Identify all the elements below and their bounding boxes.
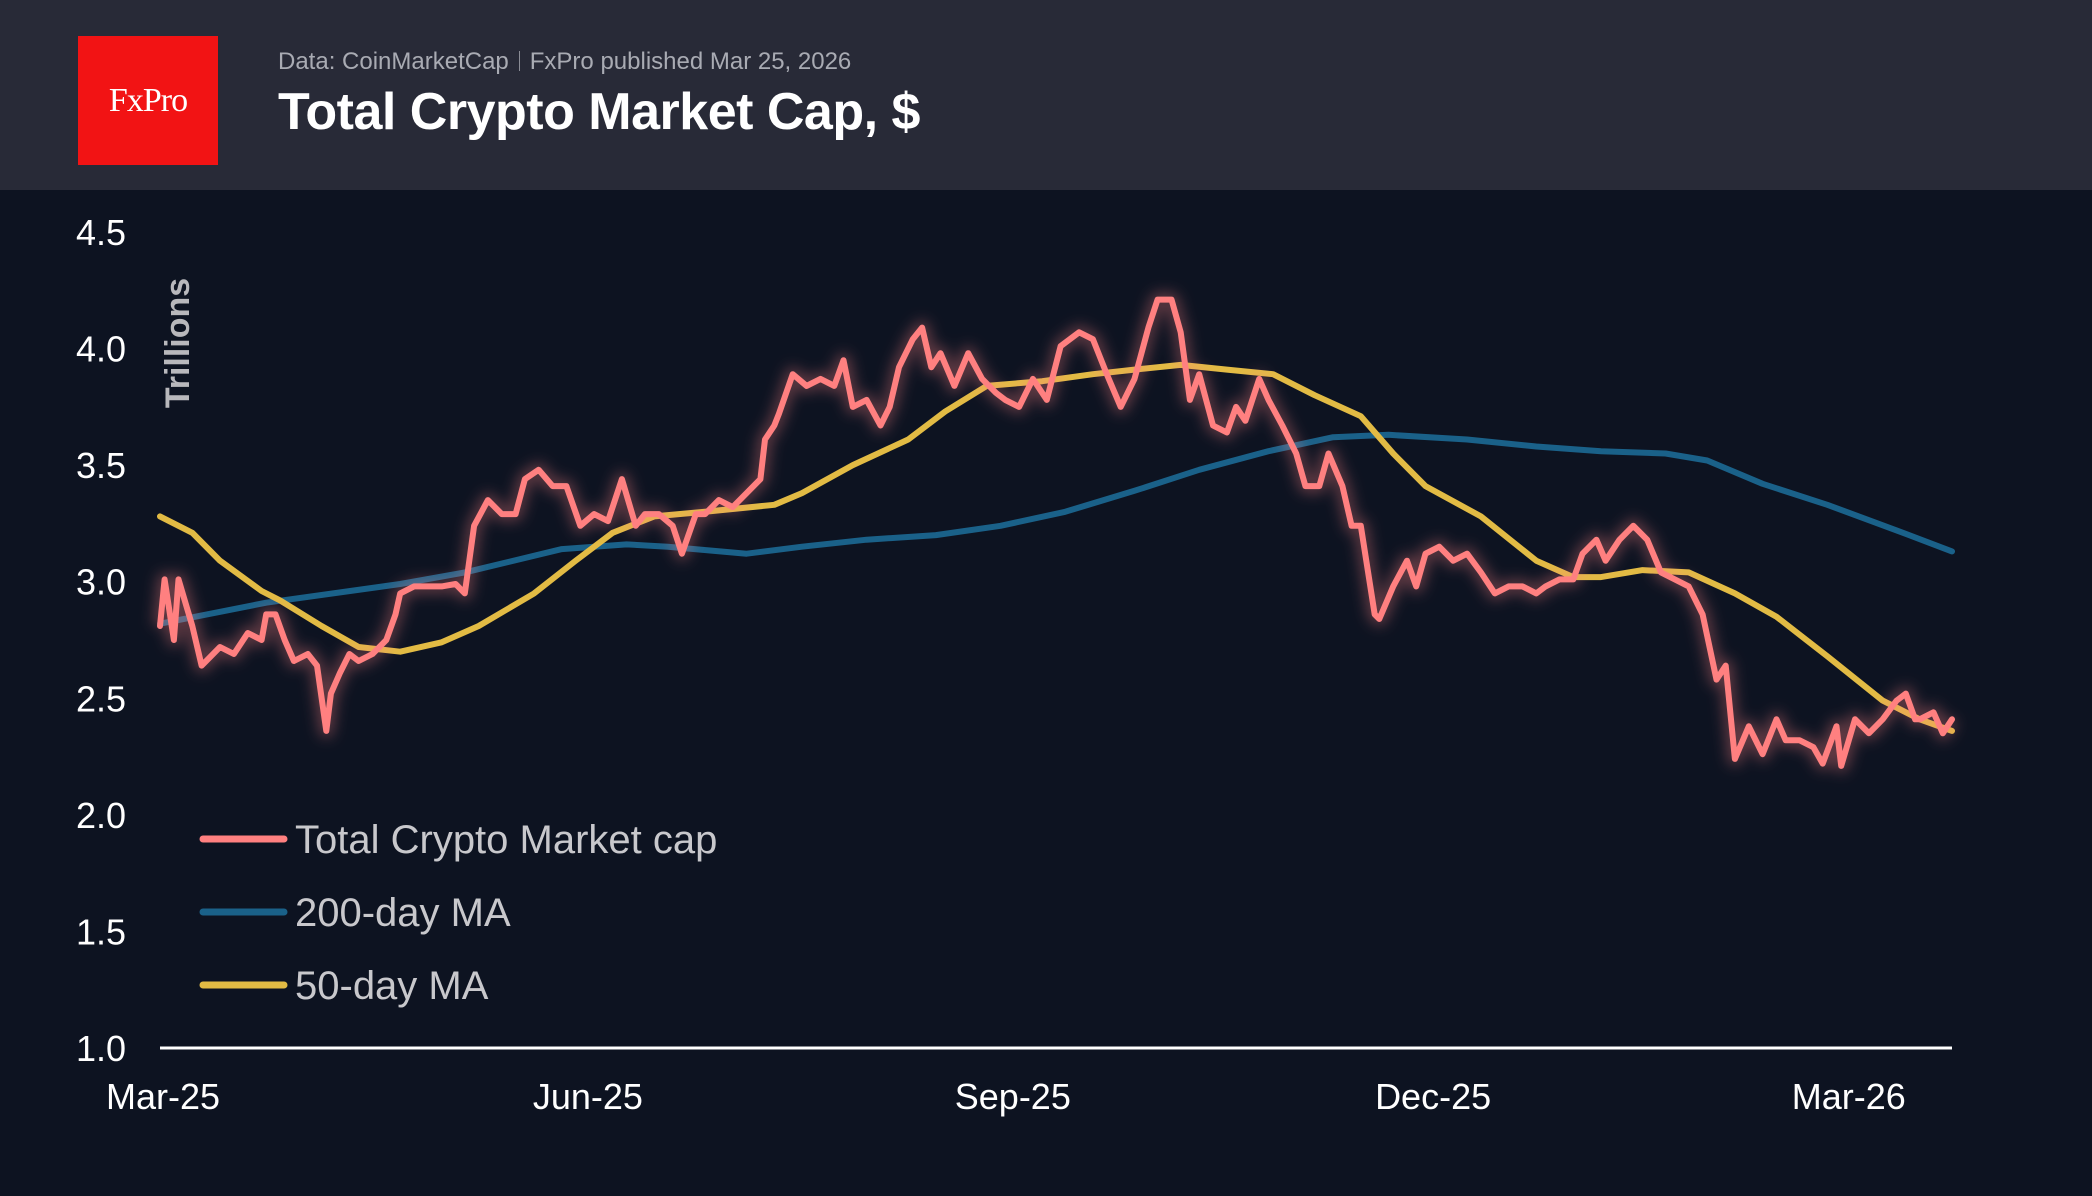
y-tick-label: 4.5 (76, 212, 126, 253)
logo-text: FxPro (108, 81, 188, 119)
x-tick-label: Sep-25 (955, 1076, 1071, 1117)
x-tick-label: Jun-25 (533, 1076, 643, 1117)
y-tick-label: 4.0 (76, 329, 126, 370)
fxpro-logo: FxPro (78, 36, 218, 165)
legend-label: 200-day MA (295, 891, 511, 935)
y-tick-label: 1.5 (76, 911, 126, 952)
header: FxPro Data: CoinMarketCap FxPro published… (0, 0, 2092, 190)
legend: Total Crypto Market cap 200-day MA 50-day … (199, 818, 717, 1008)
x-tick-label: Mar-25 (106, 1076, 220, 1117)
y-axis-label: Trillions (159, 278, 197, 408)
y-tick-label: 3.5 (76, 445, 126, 486)
subtitle: Data: CoinMarketCap FxPro published Mar 2… (278, 48, 851, 76)
legend-label: 50-day MA (295, 964, 489, 1008)
x-tick-label: Dec-25 (1375, 1076, 1491, 1117)
y-tick-label: 2.5 (76, 678, 126, 719)
legend-label: Total Crypto Market cap (295, 818, 717, 862)
data-source: Data: CoinMarketCap (278, 48, 509, 75)
y-tick-label: 2.0 (76, 795, 126, 836)
chart-title: Total Crypto Market Cap, $ (278, 83, 920, 141)
y-tick-label: 3.0 (76, 562, 126, 603)
y-tick-label: 1.0 (76, 1028, 126, 1069)
x-tick-label: Mar-26 (1792, 1076, 1906, 1117)
200-day-ma-line (157, 431, 1955, 627)
separator (518, 51, 520, 71)
published-date: FxPro published Mar 25, 2026 (529, 48, 852, 75)
total-crypto-market-cap-line (157, 296, 1955, 769)
50-day-ma-line (157, 361, 1955, 734)
